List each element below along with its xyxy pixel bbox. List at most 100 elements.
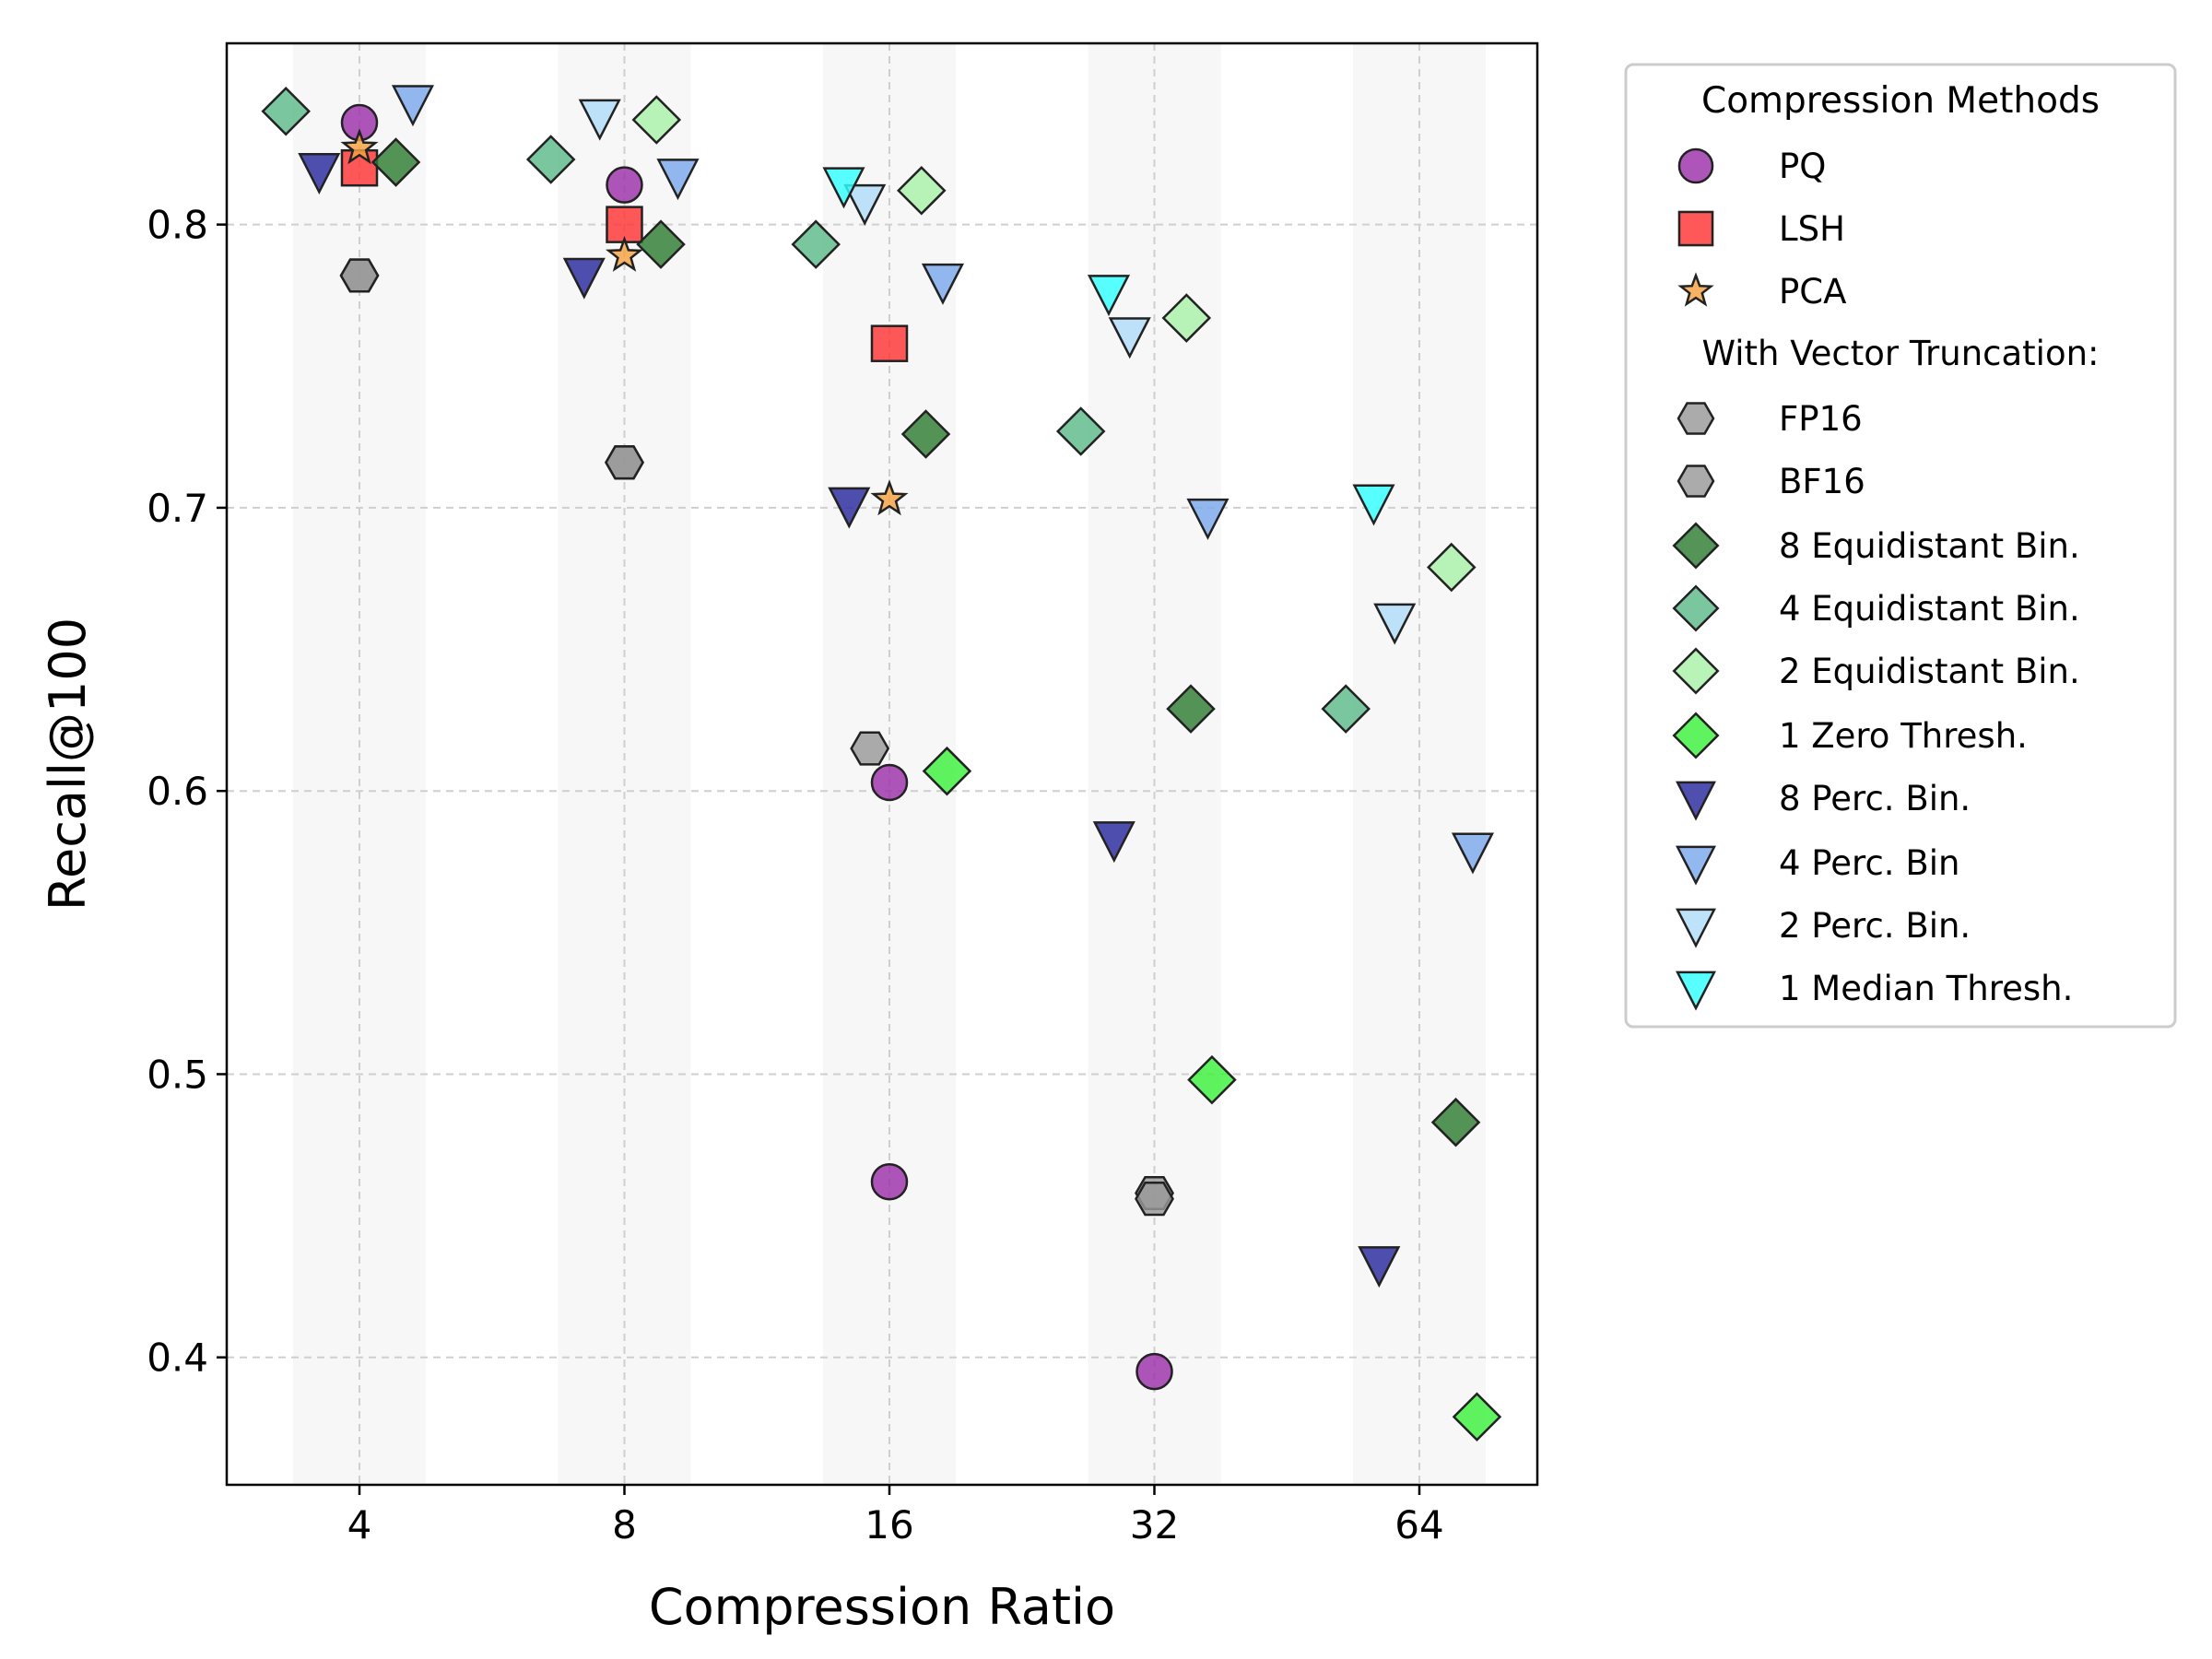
legend-title: Compression Methods <box>1701 80 2100 122</box>
data-point <box>870 763 909 802</box>
y-tick-label: 0.8 <box>147 203 208 248</box>
data-point <box>870 1162 909 1201</box>
legend-item: PQ <box>1677 147 1826 186</box>
legend-item: FP16 <box>1677 399 1863 439</box>
legend-item: PCA <box>1677 272 1846 312</box>
series-4-perc-bin <box>391 85 1495 875</box>
series-8-equidistant-bin <box>371 137 1481 1147</box>
data-point <box>339 258 380 293</box>
legend-box <box>1624 63 2177 1029</box>
data-point <box>870 479 909 516</box>
data-point <box>870 324 909 362</box>
series-8-perc-bin <box>298 153 1401 1288</box>
legend-subtitle: With Vector Truncation: <box>1701 334 2099 373</box>
data-point <box>1321 684 1371 734</box>
legend-item: LSH <box>1677 209 1845 249</box>
legend-marker <box>1677 210 1714 247</box>
legend-label: FP16 <box>1779 399 1863 439</box>
series-bf16 <box>339 258 1174 1217</box>
data-point <box>791 219 841 269</box>
data-point <box>1352 484 1395 526</box>
series-1-zero-thresh <box>922 746 1502 1442</box>
data-point <box>1161 293 1212 343</box>
series-pca <box>340 128 909 516</box>
legend-marker <box>1676 971 1716 1011</box>
x-tick-label: 8 <box>612 1502 637 1547</box>
legend-marker <box>1677 272 1714 307</box>
legend-label: PQ <box>1779 147 1826 186</box>
data-point <box>606 166 643 204</box>
legend-item: 8 Equidistant Bin. <box>1672 522 2080 570</box>
data-point <box>1108 317 1151 359</box>
series-4-equidistant-bin <box>261 86 1371 734</box>
data-point <box>562 257 606 300</box>
data-points <box>261 85 1502 1442</box>
legend-item: 1 Zero Thresh. <box>1672 712 2028 759</box>
legend-label: 2 Equidistant Bin. <box>1779 652 2080 691</box>
series-2-equidistant-bin <box>631 95 1477 593</box>
legend-marker <box>1672 712 1720 759</box>
legend-item: 2 Equidistant Bin. <box>1672 647 2080 695</box>
data-point <box>850 731 890 766</box>
legend-marker <box>1677 402 1715 435</box>
y-tick-label: 0.7 <box>147 486 208 531</box>
legend: Compression Methods With Vector Truncati… <box>1624 63 2177 1029</box>
x-axis-title: Compression Ratio <box>649 1578 1115 1636</box>
legend-item: 4 Perc. Bin <box>1676 843 1959 886</box>
y-tick-label: 0.5 <box>147 1052 208 1097</box>
legend-marker <box>1672 522 1720 570</box>
data-point <box>1373 603 1417 645</box>
data-point <box>1430 1097 1481 1147</box>
legend-label: 4 Perc. Bin <box>1779 843 1959 883</box>
legend-item: 4 Equidistant Bin. <box>1672 584 2080 632</box>
legend-item: 8 Perc. Bin. <box>1676 779 1971 821</box>
data-point <box>605 235 644 272</box>
legend-label: 4 Equidistant Bin. <box>1779 589 2080 629</box>
data-point <box>922 746 972 796</box>
data-point <box>1187 1054 1237 1105</box>
data-point <box>1451 832 1495 875</box>
legend-label: 8 Perc. Bin. <box>1779 779 1971 818</box>
x-tick-label: 64 <box>1394 1502 1443 1547</box>
legend-label: BF16 <box>1779 462 1865 501</box>
data-point <box>822 167 865 209</box>
data-point <box>828 487 871 529</box>
data-point <box>843 183 887 226</box>
x-axis-ticks: 4 8 16 32 64 <box>347 1485 1444 1547</box>
y-tick-label: 0.6 <box>147 769 208 814</box>
data-point <box>1166 684 1216 734</box>
data-point <box>1092 821 1135 864</box>
legend-item: BF16 <box>1677 462 1865 501</box>
data-point <box>1358 1246 1401 1288</box>
data-point <box>1135 1182 1174 1217</box>
data-point <box>897 166 947 216</box>
x-tick-label: 4 <box>347 1502 372 1547</box>
series-fp16 <box>339 258 1174 1211</box>
legend-marker <box>1676 908 1716 948</box>
legend-marker <box>1677 465 1715 498</box>
legend-marker <box>1672 647 1720 695</box>
data-point <box>525 135 576 184</box>
data-point <box>1452 1392 1502 1442</box>
data-point <box>636 219 686 269</box>
data-point <box>1087 275 1131 317</box>
legend-marker <box>1672 584 1720 632</box>
legend-item: 1 Median Thresh. <box>1676 969 2073 1011</box>
grid-lines <box>227 43 1537 1485</box>
data-point <box>631 95 682 145</box>
x-tick-label: 32 <box>1130 1502 1179 1547</box>
data-point <box>605 445 644 480</box>
series-1-median-thresh <box>822 167 1395 526</box>
data-point <box>1186 498 1230 540</box>
data-point <box>298 153 341 195</box>
series-pq <box>340 103 1173 1391</box>
legend-marker <box>1677 147 1714 184</box>
legend-label: PCA <box>1779 272 1846 312</box>
series-2-perc-bin <box>578 99 1417 645</box>
y-tick-label: 0.4 <box>147 1335 208 1381</box>
y-axis-title: Recall@100 <box>39 618 97 911</box>
data-point <box>261 86 311 136</box>
data-point <box>578 99 621 141</box>
data-point <box>1135 1352 1173 1391</box>
